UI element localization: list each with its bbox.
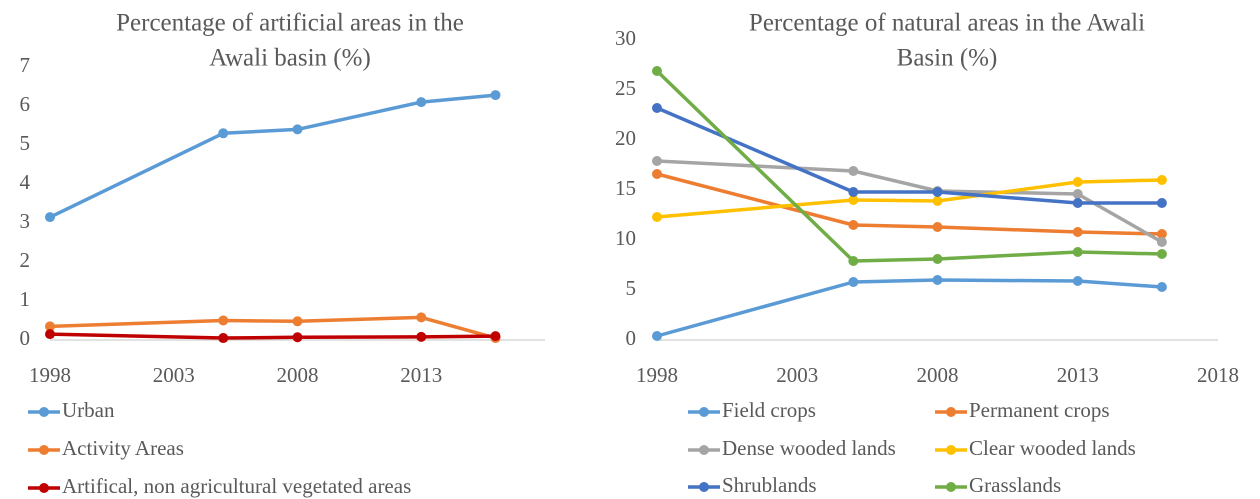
- legend-label: Urban: [62, 398, 115, 422]
- data-point: [932, 254, 943, 264]
- y-tick-label: 5: [626, 276, 637, 300]
- data-point: [490, 331, 501, 342]
- series-line: [656, 278, 1163, 338]
- data-point: [1156, 229, 1167, 239]
- y-tick-label: 3: [20, 209, 31, 233]
- data-point: [416, 331, 427, 342]
- legend-label: Dense wooded lands: [722, 436, 896, 460]
- y-tick-label: 5: [20, 131, 31, 155]
- data-point: [416, 312, 427, 323]
- x-tick-label: 2013: [400, 363, 442, 387]
- data-point: [848, 166, 859, 176]
- chart-title: Percentage of natural areas in the Awali: [749, 10, 1145, 37]
- data-point: [848, 195, 859, 205]
- legend-marker: [39, 445, 49, 455]
- data-point: [218, 333, 229, 344]
- data-point: [1072, 189, 1083, 199]
- data-point: [652, 103, 662, 113]
- y-tick-label: 0: [20, 326, 31, 350]
- data-point: [1156, 249, 1167, 259]
- y-tick-label: 6: [20, 92, 31, 116]
- data-point: [1156, 198, 1167, 208]
- data-point: [652, 331, 662, 341]
- legend-marker: [946, 482, 956, 492]
- data-point: [218, 128, 229, 139]
- legend-label: Clear wooded lands: [969, 436, 1136, 460]
- data-point: [45, 321, 55, 332]
- legend-marker: [699, 445, 709, 455]
- legend-marker: [39, 407, 49, 417]
- x-tick-label: 1998: [636, 363, 678, 387]
- y-tick-label: 4: [20, 170, 31, 194]
- x-tick-label: 2003: [776, 363, 818, 387]
- x-tick-label: 2013: [1057, 363, 1099, 387]
- series-line: [656, 106, 1162, 205]
- data-point: [652, 169, 662, 179]
- y-tick-label: 10: [615, 226, 636, 250]
- y-tick-label: 1: [20, 287, 31, 311]
- data-point: [932, 187, 943, 197]
- data-point: [416, 97, 427, 108]
- chart-title: Basin (%): [897, 45, 998, 72]
- data-point: [932, 222, 943, 232]
- data-point: [1072, 227, 1083, 237]
- x-tick-label: 2018: [1197, 363, 1239, 387]
- legend-label: Field crops: [722, 398, 816, 422]
- data-point: [652, 156, 662, 166]
- data-point: [932, 196, 943, 206]
- chart-title: Awali basin (%): [209, 45, 371, 72]
- legend-marker: [39, 483, 49, 493]
- y-tick-label: 25: [615, 76, 636, 100]
- data-point: [848, 277, 859, 287]
- data-point: [1072, 198, 1083, 208]
- y-tick-label: 15: [615, 176, 636, 200]
- x-tick-label: 2008: [917, 363, 959, 387]
- y-tick-label: 30: [615, 26, 636, 50]
- data-point: [490, 90, 501, 101]
- x-tick-label: 2008: [277, 363, 319, 387]
- y-tick-label: 20: [615, 126, 636, 150]
- y-tick-label: 0: [626, 326, 637, 350]
- x-tick-label: 1998: [29, 363, 71, 387]
- data-point: [292, 124, 303, 135]
- legend-label: Permanent crops: [969, 398, 1110, 422]
- data-point: [1156, 282, 1167, 292]
- data-point: [1072, 276, 1083, 286]
- legend-marker: [946, 445, 956, 455]
- data-point: [1156, 175, 1167, 185]
- data-point: [848, 187, 859, 197]
- legend-label: Activity Areas: [62, 436, 184, 460]
- legend-marker: [699, 482, 709, 492]
- legend-label: Artifical, non agricultural vegetated ar…: [62, 474, 411, 498]
- data-point: [45, 212, 55, 223]
- legend-label: Shrublands: [722, 473, 817, 497]
- chart-title: Percentage of artificial areas in the: [116, 10, 464, 37]
- data-point: [652, 66, 662, 76]
- series-line: [49, 332, 496, 340]
- data-point: [1072, 247, 1083, 257]
- legend-label: Grasslands: [969, 473, 1061, 497]
- series-line: [49, 93, 496, 219]
- data-point: [652, 212, 662, 222]
- data-point: [1156, 237, 1167, 247]
- data-point: [848, 256, 859, 266]
- data-point: [1072, 177, 1083, 187]
- data-point: [45, 329, 55, 340]
- data-point: [932, 275, 943, 285]
- y-tick-label: 7: [20, 53, 31, 77]
- y-tick-label: 2: [20, 248, 31, 272]
- data-point: [292, 332, 303, 343]
- x-tick-label: 2003: [153, 363, 195, 387]
- data-point: [292, 316, 303, 327]
- legend-marker: [699, 407, 709, 417]
- legend-marker: [946, 407, 956, 417]
- data-point: [848, 220, 859, 230]
- data-point: [218, 315, 229, 326]
